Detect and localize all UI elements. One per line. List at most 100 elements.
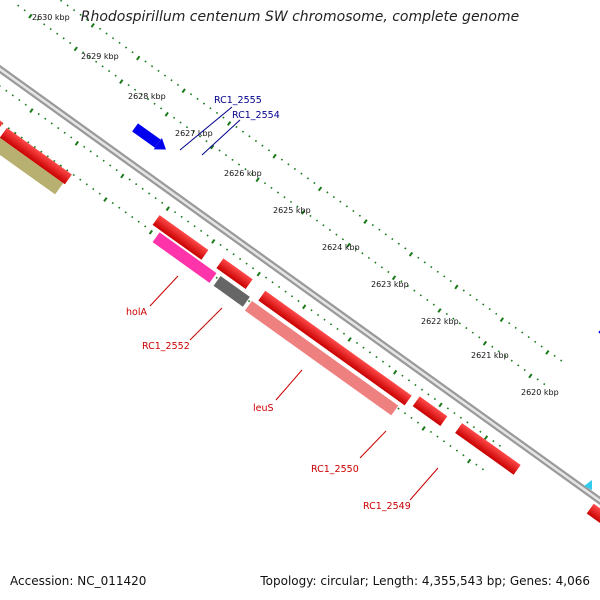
tick-mark: [225, 248, 229, 251]
tick-mark: [62, 37, 65, 40]
gene-reverse-red-edge[interactable]: [586, 503, 600, 537]
tick-mark: [224, 154, 228, 157]
tick-mark: [118, 41, 121, 44]
tick-mark: [514, 326, 517, 329]
tick-mark: [179, 121, 182, 124]
tick-mark: [85, 183, 88, 186]
tick-mark: [472, 425, 475, 429]
tick-mark: [148, 229, 153, 235]
tick-mark: [283, 196, 286, 199]
tick-mark: [355, 341, 359, 345]
tick-mark: [432, 303, 435, 306]
tick-mark: [124, 211, 127, 214]
tick-mark: [414, 383, 417, 387]
tick-mark: [417, 256, 420, 259]
tick-mark: [248, 300, 251, 303]
tick-mark: [176, 83, 180, 87]
tick-mark: [131, 215, 134, 219]
tick-mark: [438, 402, 443, 408]
kbp-label: 2626 kbp: [224, 169, 262, 178]
tick-mark: [469, 294, 472, 297]
tick-mark: [28, 13, 33, 19]
tick-mark: [98, 27, 102, 30]
tick-mark: [7, 127, 10, 130]
tick-mark: [251, 267, 255, 270]
tick-mark: [43, 23, 46, 26]
tick-mark: [423, 261, 426, 264]
tick-mark: [209, 107, 212, 110]
gene-leus[interactable]: [244, 300, 399, 416]
gene-reverse-red-3[interactable]: [0, 127, 72, 185]
tick-mark: [401, 374, 404, 377]
gene-label-rc1-2550: RC1_2550: [311, 464, 359, 475]
tick-mark: [131, 51, 134, 54]
tick-mark: [210, 144, 215, 150]
tick-mark: [488, 308, 491, 311]
tick-mark: [69, 41, 72, 45]
tick-mark: [400, 280, 403, 283]
tick-mark: [263, 182, 267, 185]
tick-mark: [300, 172, 303, 175]
gene-red-small[interactable]: [216, 258, 253, 290]
tick-mark: [241, 130, 245, 133]
tick-mark: [137, 220, 140, 223]
gene-rc1-2549[interactable]: [455, 423, 521, 475]
tick-mark: [462, 454, 465, 457]
tick-mark: [335, 233, 338, 236]
gene-reverse-red-2[interactable]: [0, 108, 4, 131]
tick-mark: [114, 74, 117, 77]
tick-mark: [462, 289, 465, 292]
tick-mark: [543, 382, 546, 386]
gene-rc1-2552[interactable]: [213, 275, 250, 307]
gene-reverse-olive[interactable]: [0, 130, 64, 195]
tick-mark: [46, 155, 49, 158]
kbp-label: 2629 kbp: [81, 52, 119, 61]
gene-red-long[interactable]: [258, 290, 412, 406]
tick-mark: [250, 172, 254, 175]
tick-mark: [164, 111, 169, 117]
gene-hola[interactable]: [152, 232, 217, 283]
tick-mark: [187, 220, 190, 223]
tick-mark: [181, 88, 186, 94]
kbp-label: 2630 kbp: [32, 13, 70, 22]
tick-mark: [322, 224, 325, 227]
tick-mark: [79, 13, 82, 16]
tick-mark: [136, 55, 141, 61]
tick-mark: [205, 140, 208, 143]
tick-mark: [232, 253, 235, 256]
tick-mark: [362, 346, 365, 349]
tick-mark: [479, 430, 482, 433]
gene-label-hola: holA: [126, 307, 147, 318]
tick-mark: [287, 163, 290, 166]
tick-mark: [534, 340, 537, 343]
tick-mark: [124, 46, 128, 49]
gene-rc1-2550[interactable]: [412, 396, 448, 426]
tick-mark: [407, 379, 411, 382]
tick-mark: [498, 444, 501, 447]
tick-mark: [358, 214, 361, 217]
tick-mark: [244, 168, 247, 171]
tick-mark: [442, 440, 446, 443]
gene-rc1-2555[interactable]: [131, 122, 170, 156]
tick-mark: [309, 214, 312, 218]
tick-mark: [517, 364, 520, 367]
tick-mark: [449, 279, 452, 283]
tick-mark: [74, 140, 80, 146]
tick-mark: [466, 458, 472, 464]
tick-mark: [231, 158, 234, 161]
tick-mark: [545, 349, 550, 355]
tick-mark: [40, 150, 43, 153]
tick-mark: [437, 308, 442, 313]
tick-mark: [163, 74, 167, 77]
tick-mark: [33, 145, 36, 149]
kbp-label: 2624 kbp: [322, 243, 360, 252]
tick-mark: [140, 93, 143, 96]
tick-mark: [133, 88, 137, 91]
gene-red-top[interactable]: [152, 215, 209, 260]
tick-mark: [120, 173, 125, 179]
tick-mark: [492, 439, 495, 443]
tick-mark: [528, 373, 533, 379]
tick-mark: [374, 261, 377, 264]
tick-mark: [27, 141, 30, 144]
